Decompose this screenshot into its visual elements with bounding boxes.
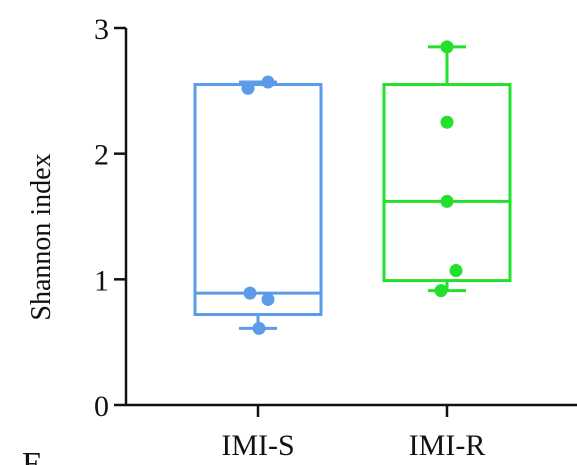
data-point-imi-r-1 (440, 40, 454, 54)
data-point-imi-s-3 (243, 286, 257, 300)
y-tick-label-2: 2 (94, 139, 109, 172)
box-imi-r (382, 83, 512, 283)
x-ticks: IMI-S IMI-R (221, 405, 485, 462)
axes (124, 28, 577, 407)
x-tick-label-imi-s: IMI-S (221, 429, 294, 462)
x-tick-label-imi-r: IMI-R (409, 429, 486, 462)
data-point-imi-r-3 (440, 194, 454, 208)
box-imi-s (193, 83, 323, 317)
data-point-imi-r-4 (449, 264, 463, 278)
y-axis-title: Shannon index (26, 153, 57, 320)
y-tick-label-0: 0 (94, 390, 109, 423)
y-tick-label-1: 1 (94, 264, 109, 297)
y-tick-label-3: 3 (94, 13, 109, 46)
panel-letter: E (22, 446, 43, 465)
data-point-imi-s-2 (261, 75, 275, 89)
y-ticks: 0 1 2 3 (94, 13, 126, 423)
box-group-imi-s (193, 75, 323, 335)
data-point-imi-r-5 (434, 284, 448, 298)
box-group-imi-r (382, 40, 512, 298)
data-point-imi-s-4 (261, 292, 275, 306)
data-point-imi-r-2 (440, 115, 454, 129)
data-point-imi-s-5 (252, 321, 266, 335)
data-point-imi-s-1 (241, 81, 255, 95)
plot-area (193, 40, 512, 335)
